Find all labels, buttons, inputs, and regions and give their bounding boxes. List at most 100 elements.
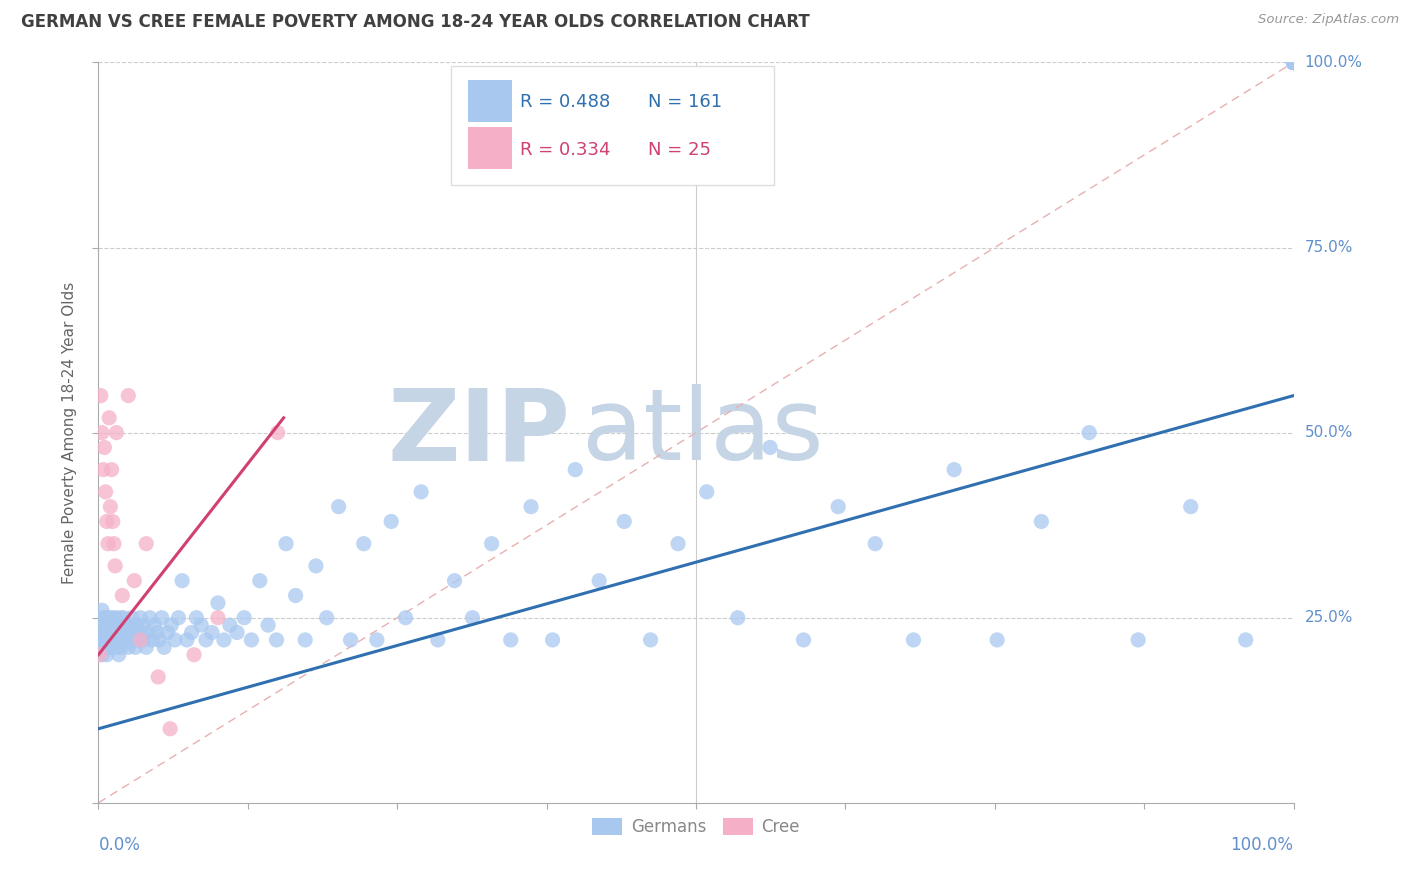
Point (1282, 55, 1305, 70)
Point (172, 574, 194, 588)
Point (541, 632, 564, 647)
Point (108, 610, 131, 624)
Point (267, 425, 290, 440)
Point (986, 632, 1008, 647)
Point (180, 625, 202, 640)
Point (143, 618, 166, 632)
Point (1282, 55, 1305, 70)
Text: R = 0.488: R = 0.488 (520, 93, 610, 111)
Point (201, 625, 224, 640)
Point (588, 574, 610, 588)
Point (117, 388, 139, 402)
Point (1282, 55, 1305, 70)
Point (274, 536, 297, 550)
Point (426, 632, 449, 647)
Point (96, 515, 118, 529)
Point (124, 632, 146, 647)
Point (125, 618, 148, 632)
Point (103, 618, 125, 632)
Point (1282, 55, 1305, 70)
Legend: Germans, Cree: Germans, Cree (586, 811, 806, 843)
Text: atlas: atlas (582, 384, 824, 481)
Text: 25.0%: 25.0% (1305, 610, 1353, 625)
Point (120, 632, 142, 647)
Point (101, 632, 124, 647)
Point (1282, 55, 1305, 70)
Text: 100.0%: 100.0% (1305, 55, 1362, 70)
Point (131, 618, 153, 632)
Point (91, 640, 114, 655)
Point (1282, 55, 1305, 70)
Point (148, 632, 170, 647)
Point (103, 536, 125, 550)
Point (186, 610, 208, 624)
Point (105, 425, 128, 440)
Point (1282, 55, 1305, 70)
Point (100, 625, 122, 640)
Point (1180, 500, 1202, 514)
Point (294, 632, 316, 647)
Point (195, 632, 218, 647)
Point (1078, 425, 1101, 440)
Point (107, 618, 129, 632)
Point (328, 500, 350, 514)
Point (339, 632, 361, 647)
Point (98, 500, 122, 514)
Point (121, 610, 143, 624)
Point (90, 618, 112, 632)
Point (100, 462, 122, 476)
Point (135, 536, 157, 550)
Point (135, 640, 157, 655)
Text: 0.0%: 0.0% (98, 836, 141, 855)
Point (115, 625, 138, 640)
Point (1282, 55, 1305, 70)
Point (1282, 55, 1305, 70)
Point (1282, 55, 1305, 70)
Point (124, 574, 146, 588)
Point (163, 632, 186, 647)
Point (284, 589, 307, 603)
Point (903, 632, 925, 647)
Point (150, 610, 173, 624)
Point (91, 610, 114, 624)
Point (1282, 55, 1305, 70)
Point (156, 625, 179, 640)
Point (1282, 55, 1305, 70)
Point (366, 632, 388, 647)
Point (114, 618, 136, 632)
Point (97, 610, 120, 624)
Point (160, 618, 183, 632)
Point (1282, 55, 1305, 70)
Text: 75.0%: 75.0% (1305, 240, 1353, 255)
Point (100, 610, 122, 624)
Point (1282, 55, 1305, 70)
Point (315, 610, 337, 624)
Point (159, 722, 181, 736)
Point (103, 625, 125, 640)
Point (141, 632, 163, 647)
Point (97, 536, 120, 550)
Point (183, 648, 205, 662)
Point (176, 632, 198, 647)
Text: Source: ZipAtlas.com: Source: ZipAtlas.com (1258, 13, 1399, 27)
Point (1282, 55, 1305, 70)
Point (520, 500, 543, 514)
Point (118, 618, 141, 632)
Point (93, 632, 115, 647)
Point (104, 610, 127, 624)
Point (233, 610, 256, 624)
Point (640, 632, 662, 647)
Text: ZIP: ZIP (388, 384, 571, 481)
Point (1282, 55, 1305, 70)
Point (98, 632, 121, 647)
Point (98, 625, 122, 640)
Point (97, 632, 120, 647)
Point (107, 648, 129, 662)
Point (136, 625, 159, 640)
Point (94, 610, 117, 624)
Point (93, 625, 115, 640)
Point (943, 462, 966, 476)
Point (96, 648, 118, 662)
Point (124, 640, 146, 655)
Point (305, 558, 328, 573)
